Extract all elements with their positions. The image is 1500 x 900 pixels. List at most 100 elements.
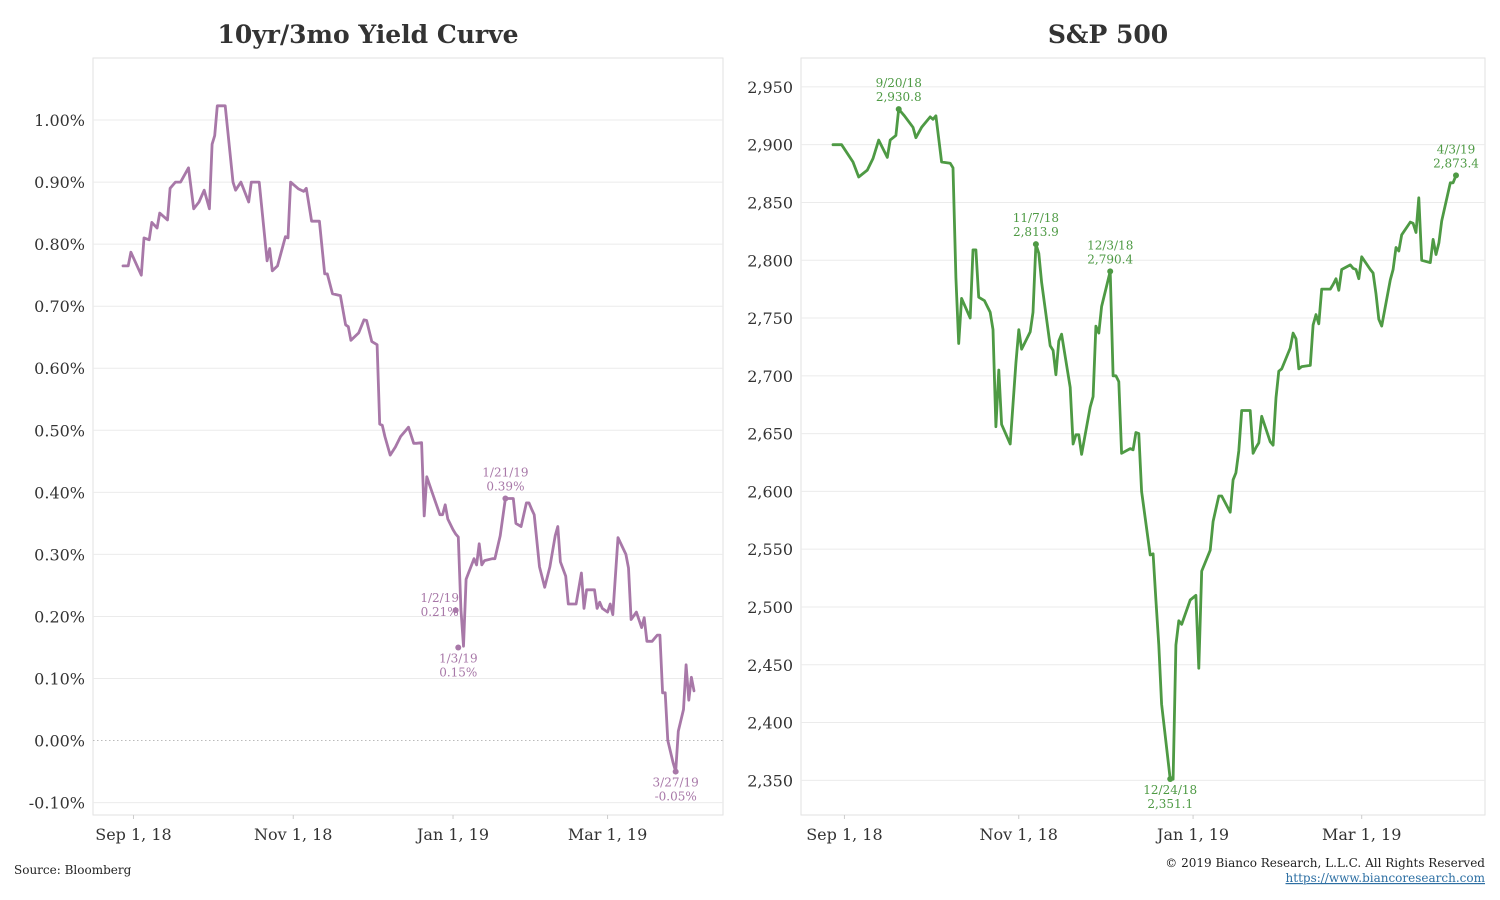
annotations: 1/2/190.21% 1/3/190.15% 1/21/190.39% 3/27/1… [420,466,698,804]
data-point [1158,644,1160,646]
data-point [1369,268,1371,270]
y-tick-label: 2,650 [747,425,793,444]
data-point [423,515,425,517]
data-point [1258,442,1260,444]
data-point [998,369,1000,371]
data-point [975,249,977,251]
data-point [635,611,637,613]
data-point [630,618,632,620]
annotation-marker [672,768,679,775]
data-point [1198,667,1200,669]
data-point [693,690,695,692]
y-tick-label: 2,550 [747,540,793,559]
data-point [646,640,648,642]
series-line [831,107,1458,781]
data-point [1452,182,1454,184]
annotation-value: 0.39% [486,480,524,494]
data-point [1015,362,1017,364]
y-tick-label: 0.30% [34,545,85,564]
data-point [169,187,171,189]
data-point [1301,365,1303,367]
y-tick-label: 0.10% [34,669,85,688]
data-point [447,518,449,520]
data-point [955,276,957,278]
data-point [886,156,888,158]
data-point [324,273,326,275]
data-point [431,491,433,493]
data-point [310,220,312,222]
data-point [656,634,658,636]
data-point [832,144,834,146]
data-point [1398,250,1400,252]
data-point [1272,444,1274,446]
data-point [969,317,971,319]
data-point [1312,324,1314,326]
y-tick-label: 2,450 [747,656,793,675]
data-point [371,340,373,342]
x-tick-label: Nov 1, 18 [980,825,1058,844]
data-point [1032,311,1034,313]
annotation-value: -0.05% [655,790,697,804]
data-point [318,220,320,222]
annotation-value: 2,873.4 [1433,156,1479,170]
plot-area [92,57,724,816]
data-point [1189,599,1191,601]
annotation-value: 2,813.9 [1013,225,1059,239]
data-point [858,176,860,178]
y-tick-label: 0.50% [34,421,85,440]
data-point [575,603,577,605]
x-tick-label: Sep 1, 18 [806,825,882,844]
data-point [130,251,132,253]
data-point [439,514,441,516]
data-point [1361,256,1363,258]
data-point [583,607,585,609]
data-point [1040,281,1042,283]
data-point [1375,293,1377,295]
data-point [211,143,213,145]
data-point [1395,246,1397,248]
y-tick-label: 2,750 [747,309,793,328]
data-point [1020,348,1022,350]
data-point [389,454,391,456]
data-point [420,442,422,444]
data-point [978,296,980,298]
data-point [248,201,250,203]
data-point [240,181,242,183]
y-tick-label: 0.80% [34,235,85,254]
data-point [1149,554,1151,556]
data-point [1281,368,1283,370]
data-point [895,134,897,136]
data-point [287,237,289,239]
data-point [494,558,496,560]
annotation-marker [455,644,462,651]
data-point [203,189,205,191]
data-point [284,236,286,238]
data-point [491,558,493,560]
website-link[interactable]: https://www.biancoresearch.com [1286,871,1486,885]
data-point [363,319,365,321]
data-point [148,239,150,241]
data-point [478,543,480,545]
data-point [1212,520,1214,522]
data-point [394,446,396,448]
data-point [1352,267,1354,269]
data-point [952,167,954,169]
data-point [365,319,367,321]
data-point [1095,325,1097,327]
data-point [866,169,868,171]
data-point [651,640,653,642]
data-point [878,139,880,141]
data-point [1321,288,1323,290]
data-point [565,575,567,577]
data-point [1155,599,1157,601]
data-point [667,739,669,741]
data-point [617,536,619,538]
x-axis: Sep 1, 18 Nov 1, 18 Jan 1, 19 Mar 1, 19 [95,815,647,844]
data-point [1261,415,1263,417]
data-point [554,535,556,537]
data-point [1278,370,1280,372]
data-point [1295,338,1297,340]
annotation-value: 0.21% [421,605,459,619]
annotation-marker [452,607,459,614]
y-axis: 2,350 2,400 2,450 2,500 2,550 2,600 2,650 2,700… [747,78,793,790]
